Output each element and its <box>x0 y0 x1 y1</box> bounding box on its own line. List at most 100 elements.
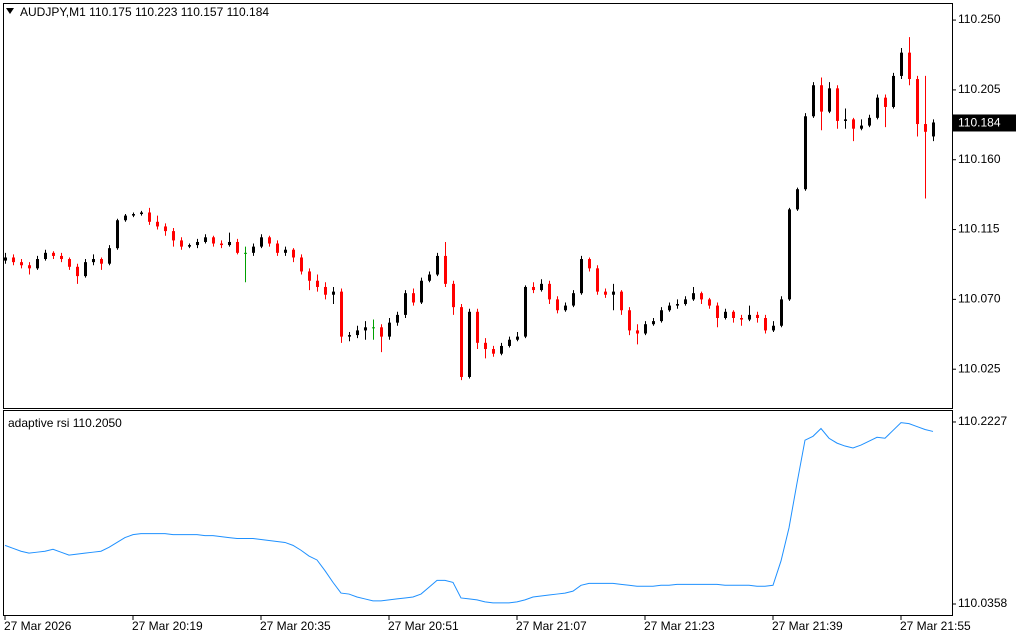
candle-body <box>516 336 519 340</box>
candle-body <box>188 245 191 247</box>
candle-body <box>908 52 911 80</box>
candle-body <box>876 97 879 118</box>
candle-body <box>76 266 79 277</box>
candle-body <box>932 122 935 137</box>
y-tick-label: 110.0358 <box>958 596 1007 610</box>
candle-body <box>828 88 831 112</box>
y-tick-label: 110.070 <box>958 292 1001 306</box>
candle-body <box>756 314 759 318</box>
last-price-box <box>953 114 1016 132</box>
candle-body <box>820 85 823 112</box>
x-tick-label: 27 Mar 2026 <box>4 619 72 633</box>
candle-body <box>620 291 623 311</box>
candle-body <box>604 291 607 295</box>
candle-body <box>924 124 927 132</box>
candle-body <box>412 293 415 303</box>
candle-body <box>524 286 527 337</box>
candle-body <box>268 237 271 244</box>
candle-body <box>868 117 871 126</box>
candle-body <box>700 293 703 300</box>
candle-body <box>476 311 479 343</box>
candle-body <box>140 212 143 215</box>
candle-body <box>596 268 599 292</box>
candle-body <box>332 291 335 295</box>
chart-title: AUDJPY,M1 110.175 110.223 110.157 110.18… <box>20 5 269 19</box>
candle-body <box>284 249 287 253</box>
x-tick-label: 27 Mar 21:39 <box>772 619 843 633</box>
y-tick-label: 110.025 <box>958 361 1001 375</box>
candle-body <box>852 119 855 129</box>
indicator-title: adaptive rsi 110.2050 <box>8 416 122 430</box>
candle-body <box>836 88 839 121</box>
candle-body <box>492 349 495 354</box>
candle-body <box>212 237 215 244</box>
candle-body <box>196 241 199 246</box>
candle-body <box>684 299 687 305</box>
candle-body <box>812 85 815 117</box>
candle-body <box>708 299 711 306</box>
candle-body <box>4 257 7 261</box>
candle-body <box>356 330 359 336</box>
candle-body <box>372 327 375 329</box>
candle-body <box>100 259 103 264</box>
last-price-label: 110.184 <box>958 116 1001 130</box>
candle-body <box>308 271 311 281</box>
candle-body <box>68 259 71 267</box>
y-tick-label: 110.250 <box>958 12 1001 26</box>
candle-body <box>172 231 175 241</box>
candle-body <box>780 299 783 326</box>
candle-body <box>28 265 31 269</box>
candle-body <box>508 339 511 346</box>
candle-body <box>532 286 535 291</box>
candle-body <box>572 293 575 306</box>
indicator-pane <box>3 410 953 616</box>
candle-body <box>348 335 351 337</box>
candle-body <box>60 255 63 260</box>
collapse-arrow[interactable] <box>6 8 14 14</box>
x-tick-label: 27 Mar 21:55 <box>900 619 971 633</box>
candle-body <box>612 291 615 295</box>
candle-body <box>436 255 439 275</box>
candle-body <box>556 299 559 311</box>
candle-body <box>116 220 119 249</box>
candle-body <box>580 259 583 294</box>
candle-body <box>92 259 95 263</box>
candle-body <box>764 318 767 331</box>
candle-body <box>84 262 87 277</box>
candle-body <box>452 283 455 308</box>
candle-body <box>900 52 903 76</box>
candle-body <box>396 314 399 323</box>
candle-body <box>132 214 135 216</box>
candle-body <box>420 280 423 303</box>
candle-body <box>164 226 167 232</box>
y-tick-label: 110.205 <box>958 82 1001 96</box>
indicator-line <box>4 422 934 604</box>
candle-body <box>460 307 463 377</box>
candle-body <box>484 342 487 350</box>
candle-body <box>148 212 151 222</box>
candle-body <box>540 283 543 291</box>
candle-body <box>796 189 799 210</box>
candle-body <box>748 314 751 320</box>
candle-body <box>20 262 23 266</box>
candle-body <box>220 243 223 246</box>
candle-body <box>156 221 159 227</box>
candle-body <box>244 252 247 254</box>
x-tick-label: 27 Mar 21:23 <box>644 619 715 633</box>
candle-body <box>108 248 111 264</box>
candle-body <box>52 252 55 256</box>
x-tick-label: 27 Mar 20:19 <box>132 619 203 633</box>
candle-body <box>660 310 663 322</box>
candle-body <box>644 324 647 334</box>
candle-body <box>692 293 695 300</box>
candle-body <box>844 119 847 121</box>
candle-body <box>36 259 39 269</box>
candle-body <box>548 283 551 300</box>
candle-body <box>636 330 639 334</box>
x-tick-label: 27 Mar 20:35 <box>260 619 331 633</box>
candle-body <box>324 286 327 295</box>
candle-body <box>252 246 255 253</box>
candle-body <box>364 327 367 331</box>
